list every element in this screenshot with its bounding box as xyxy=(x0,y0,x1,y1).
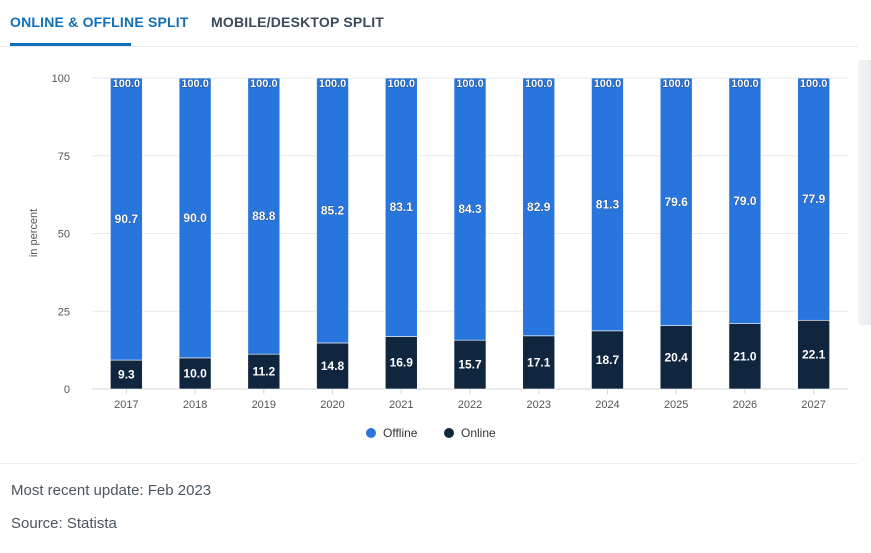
tab-online-offline-split[interactable]: ONLINE & OFFLINE SPLIT xyxy=(10,14,189,30)
data-label-online: 10.0 xyxy=(183,366,207,380)
data-label-online: 16.9 xyxy=(390,356,414,370)
data-label-online: 17.1 xyxy=(527,355,551,369)
bar-online xyxy=(522,335,556,390)
x-tick-label: 2024 xyxy=(595,399,619,411)
y-axis-label: in percent xyxy=(28,209,40,257)
data-label-online: 11.2 xyxy=(252,365,275,379)
data-label-offline: 90.7 xyxy=(115,212,139,226)
y-tick-label: 100 xyxy=(52,73,70,85)
bar-offline xyxy=(453,77,487,341)
bar-offline xyxy=(659,77,693,326)
bar-offline xyxy=(728,77,762,324)
bar-online xyxy=(659,325,693,390)
update-note: Most recent update: Feb 2023 xyxy=(11,482,212,499)
data-label-offline: 83.1 xyxy=(390,200,414,214)
data-label-online: 14.8 xyxy=(321,359,345,373)
active-tab-indicator xyxy=(10,43,131,46)
x-tick-label: 2026 xyxy=(733,399,757,411)
chart-container: 0 25 50 75 100 in percent 9.3 90.7 100.0 10.0 90… xyxy=(0,46,858,464)
x-tick-label: 2020 xyxy=(320,399,344,411)
bar-online xyxy=(384,336,418,390)
side-panel-edge xyxy=(858,60,871,325)
legend-marker xyxy=(366,428,376,438)
data-label-offline: 88.8 xyxy=(252,209,276,223)
data-label-offline: 84.3 xyxy=(458,202,482,216)
data-label-total: 100.0 xyxy=(456,78,484,90)
x-tick-label: 2022 xyxy=(458,399,482,411)
bar-online xyxy=(591,330,624,390)
bars: 9.3 90.7 100.0 10.0 90.0 100.0 11.2 88.8 100.0 14… xyxy=(110,77,830,390)
bar-offline xyxy=(178,77,212,359)
y-tick-label: 0 xyxy=(64,384,70,396)
data-label-offline: 82.9 xyxy=(527,200,551,214)
x-tick-label: 2021 xyxy=(389,399,413,411)
legend: Offline Online xyxy=(366,426,496,440)
data-label-total: 100.0 xyxy=(731,78,759,90)
y-tick-label: 50 xyxy=(58,229,70,241)
data-label-total: 100.0 xyxy=(594,78,622,90)
bar-offline xyxy=(797,77,830,321)
data-label-online: 21.0 xyxy=(733,349,757,363)
bar-offline xyxy=(384,77,418,337)
source-note[interactable]: Source: Statista xyxy=(11,515,117,532)
stacked-bar-chart: 0 25 50 75 100 in percent 9.3 90.7 100.0 10.0 90… xyxy=(28,73,848,440)
data-label-total: 100.0 xyxy=(662,78,690,90)
x-tick-label: 2019 xyxy=(252,399,276,411)
x-tick-label: 2017 xyxy=(114,399,138,411)
data-label-online: 15.7 xyxy=(458,358,482,372)
y-tick-label: 75 xyxy=(58,151,70,163)
x-axis-ticks: 2017 2018 2019 2020 2021 2022 2023 2024 2025 2026… xyxy=(114,389,826,411)
tab-mobile-desktop-split[interactable]: MOBILE/DESKTOP SPLIT xyxy=(211,14,385,30)
bar-offline xyxy=(110,77,143,361)
data-label-offline: 79.0 xyxy=(733,194,757,208)
legend-label: Offline xyxy=(383,426,418,440)
data-label-total: 100.0 xyxy=(113,78,141,90)
bar-online xyxy=(453,339,487,390)
data-label-offline: 90.0 xyxy=(183,211,207,225)
bar-online xyxy=(247,353,281,390)
legend-label: Online xyxy=(461,426,496,440)
data-label-total: 100.0 xyxy=(319,78,347,90)
data-label-total: 100.0 xyxy=(181,78,209,90)
y-axis-ticks: 0 25 50 75 100 xyxy=(52,73,70,396)
data-label-online: 18.7 xyxy=(596,353,620,367)
bar-online xyxy=(728,323,762,390)
data-label-offline: 77.9 xyxy=(802,192,826,206)
x-tick-label: 2027 xyxy=(801,399,825,411)
bar-offline xyxy=(591,77,624,332)
data-label-online: 20.4 xyxy=(665,350,689,364)
bar-online xyxy=(797,319,830,390)
bar-offline xyxy=(316,77,349,344)
data-label-offline: 79.6 xyxy=(665,195,689,209)
y-tick-label: 25 xyxy=(58,306,70,318)
bar-offline xyxy=(522,77,556,337)
bar-online xyxy=(110,359,143,390)
data-label-offline: 85.2 xyxy=(321,203,345,217)
bar-offline xyxy=(247,77,281,355)
data-label-total: 100.0 xyxy=(250,78,278,90)
data-label-total: 100.0 xyxy=(388,78,416,90)
x-tick-label: 2023 xyxy=(526,399,550,411)
x-tick-label: 2018 xyxy=(183,399,207,411)
data-label-total: 100.0 xyxy=(800,78,828,90)
tab-bar: ONLINE & OFFLINE SPLIT MOBILE/DESKTOP SP… xyxy=(0,0,858,47)
data-label-offline: 81.3 xyxy=(596,197,620,211)
legend-marker xyxy=(444,428,454,438)
x-tick-label: 2025 xyxy=(664,399,688,411)
data-label-total: 100.0 xyxy=(525,78,553,90)
data-label-online: 22.1 xyxy=(802,348,826,362)
data-label-online: 9.3 xyxy=(118,368,135,382)
